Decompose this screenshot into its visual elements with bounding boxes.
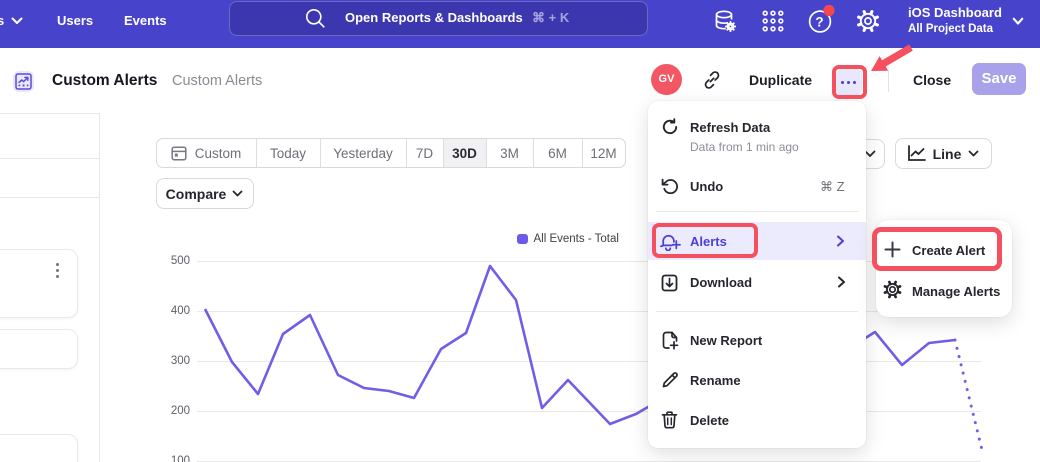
svg-text:?: ? bbox=[815, 15, 823, 30]
